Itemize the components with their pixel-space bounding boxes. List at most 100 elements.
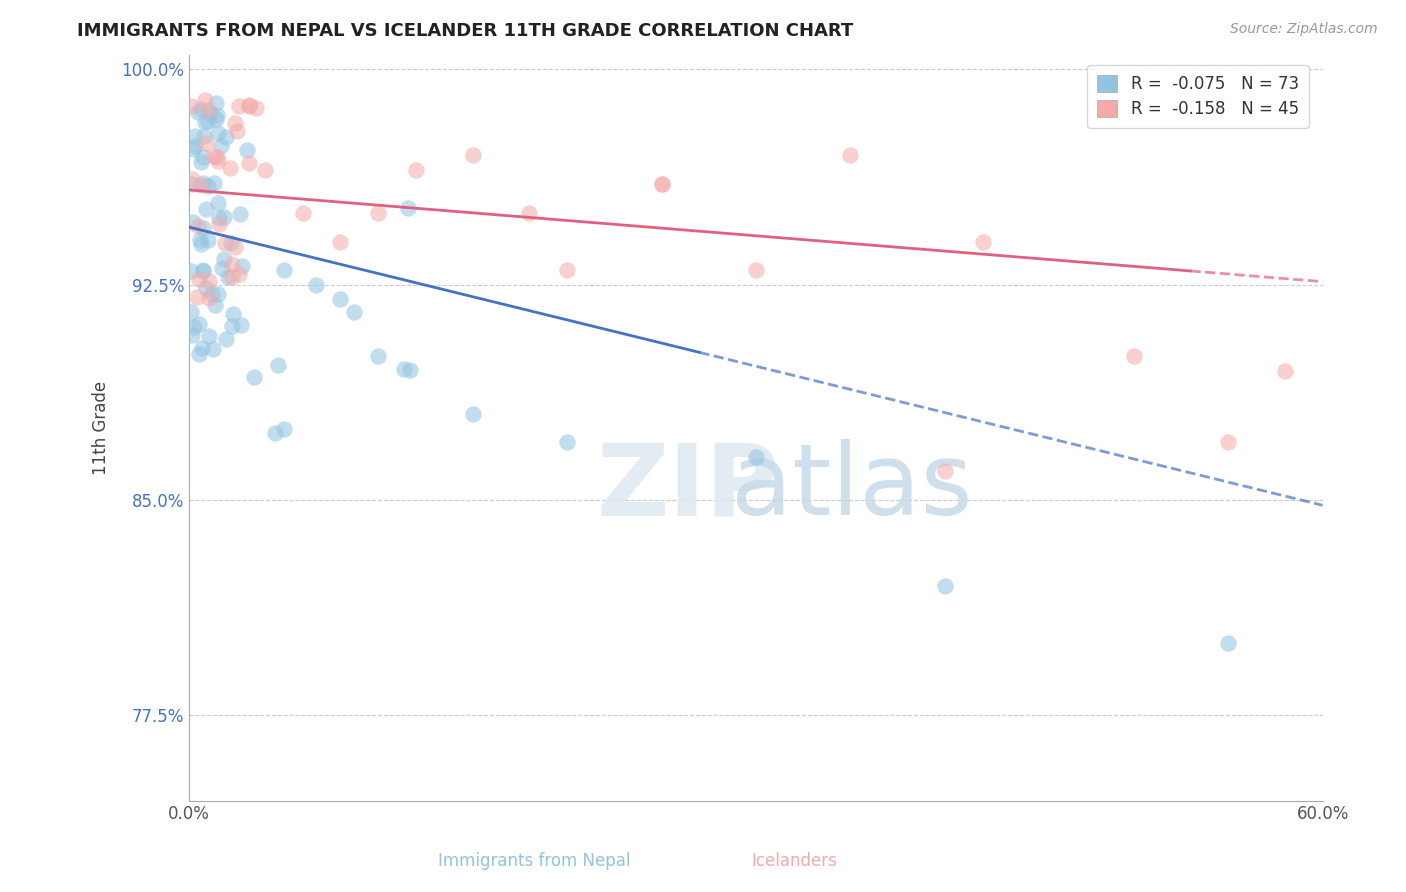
Point bbox=[194, 114, 217, 128]
Point bbox=[329, 235, 352, 249]
Point bbox=[231, 259, 253, 273]
Point bbox=[1122, 349, 1144, 363]
Point bbox=[190, 155, 212, 169]
Point bbox=[188, 272, 211, 286]
Point bbox=[224, 116, 246, 130]
Point bbox=[207, 287, 229, 301]
Point bbox=[198, 106, 221, 120]
Point bbox=[1218, 636, 1240, 650]
Point bbox=[198, 274, 221, 288]
Point bbox=[188, 233, 211, 247]
Point bbox=[190, 102, 212, 116]
Point bbox=[201, 286, 224, 301]
Point bbox=[291, 206, 314, 220]
Point bbox=[972, 235, 994, 249]
Point bbox=[228, 99, 250, 113]
Point bbox=[207, 127, 229, 141]
Text: IMMIGRANTS FROM NEPAL VS ICELANDER 11TH GRADE CORRELATION CHART: IMMIGRANTS FROM NEPAL VS ICELANDER 11TH … bbox=[77, 22, 853, 40]
Point bbox=[198, 291, 221, 305]
Text: Source: ZipAtlas.com: Source: ZipAtlas.com bbox=[1230, 22, 1378, 37]
Point bbox=[198, 329, 221, 343]
Point bbox=[236, 144, 259, 158]
Point bbox=[181, 328, 204, 343]
Point bbox=[555, 263, 578, 277]
Point bbox=[183, 319, 205, 334]
Point bbox=[195, 202, 218, 217]
Point bbox=[367, 349, 389, 363]
Point bbox=[226, 124, 249, 138]
Point bbox=[222, 307, 245, 321]
Text: ZIP: ZIP bbox=[596, 439, 779, 536]
Point bbox=[253, 162, 276, 177]
Point bbox=[183, 129, 205, 144]
Point bbox=[264, 425, 287, 440]
Point bbox=[193, 176, 215, 190]
Point bbox=[517, 206, 540, 220]
Point bbox=[190, 341, 212, 355]
Point bbox=[188, 178, 211, 192]
Point bbox=[245, 101, 267, 115]
Point bbox=[243, 370, 266, 384]
Point bbox=[221, 319, 243, 334]
Point bbox=[392, 361, 415, 376]
Point bbox=[267, 358, 290, 372]
Point bbox=[181, 142, 204, 156]
Point bbox=[305, 277, 328, 292]
Point bbox=[190, 237, 212, 252]
Point bbox=[273, 263, 295, 277]
Point bbox=[188, 347, 211, 361]
Point bbox=[221, 257, 243, 271]
Point bbox=[217, 270, 239, 285]
Point bbox=[209, 139, 232, 153]
Point bbox=[180, 98, 202, 112]
Point bbox=[228, 268, 250, 282]
Point bbox=[224, 240, 246, 254]
Point bbox=[218, 161, 240, 176]
Point bbox=[207, 196, 229, 211]
Point bbox=[181, 215, 204, 229]
Point bbox=[197, 233, 219, 247]
Point bbox=[934, 464, 956, 478]
Point bbox=[273, 422, 295, 436]
Point bbox=[207, 150, 229, 164]
Point bbox=[205, 107, 228, 121]
Point bbox=[180, 172, 202, 186]
Text: Immigrants from Nepal: Immigrants from Nepal bbox=[439, 852, 630, 870]
Point bbox=[329, 292, 352, 306]
Point bbox=[197, 114, 219, 128]
Point bbox=[745, 450, 768, 464]
Point bbox=[461, 407, 484, 421]
Point bbox=[197, 103, 219, 118]
Point bbox=[188, 317, 211, 331]
Point bbox=[180, 305, 202, 319]
Text: atlas: atlas bbox=[731, 439, 973, 536]
Point bbox=[191, 264, 214, 278]
Point bbox=[238, 99, 260, 113]
Point bbox=[202, 343, 225, 357]
Point bbox=[204, 112, 226, 126]
Point bbox=[202, 149, 225, 163]
Point bbox=[211, 260, 233, 275]
Point bbox=[187, 105, 209, 120]
Point bbox=[180, 263, 202, 277]
Point bbox=[399, 363, 422, 377]
Point bbox=[555, 435, 578, 450]
Point bbox=[215, 332, 238, 346]
Point bbox=[193, 262, 215, 277]
Legend: R =  -0.075   N = 73, R =  -0.158   N = 45: R = -0.075 N = 73, R = -0.158 N = 45 bbox=[1087, 65, 1309, 128]
Point bbox=[193, 151, 215, 165]
Point bbox=[195, 281, 218, 295]
Point bbox=[343, 305, 366, 319]
Point bbox=[396, 201, 419, 215]
Point bbox=[1218, 435, 1240, 450]
Point bbox=[205, 95, 228, 110]
Point bbox=[238, 98, 260, 112]
Point bbox=[221, 235, 243, 250]
Point bbox=[191, 220, 214, 235]
Point bbox=[461, 148, 484, 162]
Point bbox=[204, 298, 226, 312]
Point bbox=[839, 148, 862, 162]
Point bbox=[208, 211, 231, 225]
Point bbox=[194, 93, 217, 107]
Point bbox=[186, 290, 208, 304]
